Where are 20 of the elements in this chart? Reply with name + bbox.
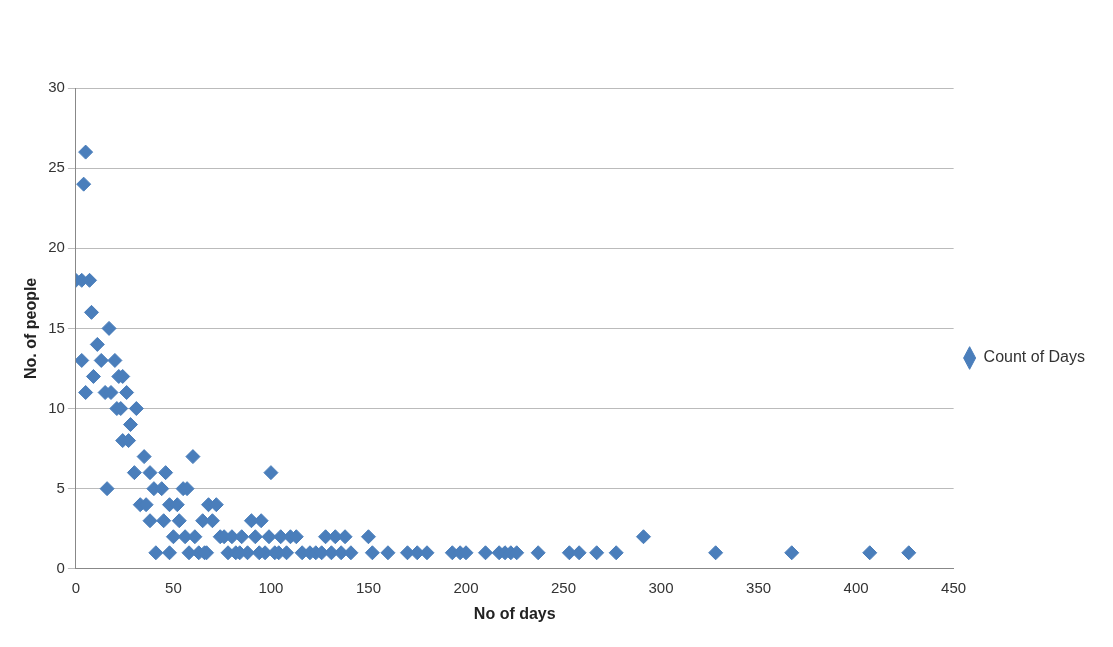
y-axis-title: No. of people: [22, 277, 40, 380]
x-tick-label: 50: [165, 578, 182, 596]
y-tick-label: 20: [48, 238, 65, 256]
y-tick-label: 10: [48, 398, 65, 416]
x-tick-label: 0: [71, 578, 81, 596]
y-tick-label: 5: [56, 478, 65, 496]
x-tick-label: 300: [648, 578, 674, 596]
x-tick-label: 350: [746, 578, 772, 596]
y-tick-label: 25: [48, 158, 65, 176]
y-tick-label: 15: [48, 318, 65, 336]
x-tick-label: 250: [551, 578, 577, 596]
x-tick-label: 150: [355, 578, 381, 596]
x-tick-label: 400: [843, 578, 869, 596]
x-tick-label: 450: [941, 578, 967, 596]
x-axis-title: No of days: [473, 604, 556, 622]
x-tick-label: 200: [453, 578, 479, 596]
y-tick-label: 0: [56, 558, 65, 576]
y-tick-label: 30: [48, 78, 65, 96]
legend-label: Count of Days: [983, 348, 1086, 366]
x-tick-label: 100: [258, 578, 284, 596]
